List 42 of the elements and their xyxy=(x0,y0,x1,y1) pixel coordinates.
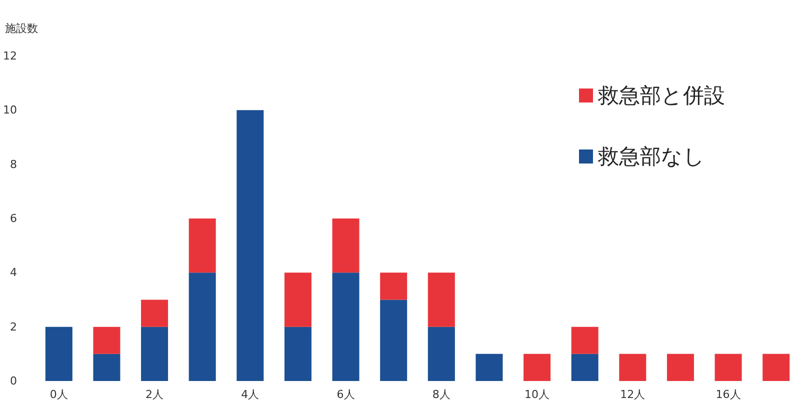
bar xyxy=(571,354,598,381)
bar xyxy=(380,300,408,381)
bar xyxy=(619,354,646,381)
y-tick-label: 10 xyxy=(3,104,17,117)
x-tick-label: 12人 xyxy=(620,388,646,401)
bar xyxy=(141,326,168,381)
bar xyxy=(284,326,312,381)
y-axis-title: 施設数 xyxy=(5,22,38,35)
x-tick-label: 10人 xyxy=(524,388,550,401)
bar xyxy=(571,326,598,354)
bar xyxy=(93,354,120,381)
y-tick-label: 8 xyxy=(10,158,17,171)
x-tick-label: 4人 xyxy=(241,388,260,401)
bar xyxy=(524,354,551,381)
legend-label: 救急部なし xyxy=(597,144,705,168)
x-tick-label: 2人 xyxy=(146,388,164,401)
x-tick-label: 16人 xyxy=(716,388,741,401)
y-tick-label: 4 xyxy=(10,266,17,280)
legend-label: 救急部と併設 xyxy=(597,84,725,108)
bar xyxy=(762,354,790,381)
x-tick-label: 6人 xyxy=(336,388,355,401)
bar xyxy=(666,354,694,381)
y-tick-label: 6 xyxy=(10,212,17,225)
x-tick-label: 0人 xyxy=(50,388,68,401)
bar xyxy=(141,300,168,327)
bar xyxy=(188,272,216,381)
bar xyxy=(380,272,408,300)
bar xyxy=(236,110,264,381)
y-tick-label: 12 xyxy=(3,50,17,62)
x-tick-label: 8人 xyxy=(432,388,450,401)
bar xyxy=(332,218,360,273)
bar xyxy=(332,272,360,381)
y-tick-label: 0 xyxy=(10,374,17,388)
bar xyxy=(428,272,455,327)
bar xyxy=(476,354,503,381)
bar xyxy=(714,354,742,381)
bar xyxy=(284,272,312,327)
y-tick-label: 2 xyxy=(10,320,17,334)
bar xyxy=(93,326,120,354)
bar xyxy=(188,218,216,273)
bar xyxy=(45,326,72,381)
bar xyxy=(428,326,455,381)
